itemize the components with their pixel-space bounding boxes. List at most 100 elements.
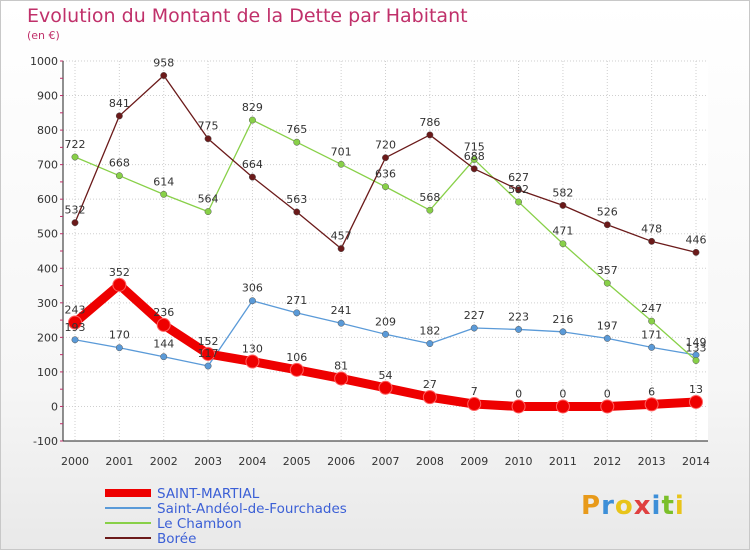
data-point bbox=[71, 336, 79, 344]
legend-label: Le Chambon bbox=[157, 516, 242, 532]
data-label: 216 bbox=[552, 313, 573, 326]
data-point bbox=[334, 371, 349, 386]
data-label: 241 bbox=[331, 304, 352, 317]
data-label: 829 bbox=[242, 101, 263, 114]
x-tick-label: 2007 bbox=[372, 455, 400, 468]
data-label: 0 bbox=[559, 387, 566, 400]
data-point bbox=[160, 190, 168, 198]
data-label: 568 bbox=[419, 191, 440, 204]
proxiti-logo: Proxiti bbox=[581, 491, 685, 521]
data-label: 958 bbox=[153, 57, 174, 70]
data-label: 471 bbox=[552, 225, 573, 238]
data-point bbox=[293, 309, 301, 317]
data-point bbox=[248, 173, 256, 181]
data-point bbox=[692, 357, 700, 364]
x-tick-label: 2005 bbox=[283, 455, 311, 468]
data-point bbox=[248, 116, 256, 124]
data-label: 636 bbox=[375, 168, 396, 181]
x-tick-label: 2002 bbox=[150, 455, 178, 468]
y-tick-label: 200 bbox=[37, 331, 58, 344]
data-point bbox=[692, 248, 700, 256]
data-point bbox=[422, 390, 437, 405]
legend-label: Borée bbox=[157, 531, 196, 547]
data-point bbox=[293, 208, 301, 216]
data-label: 271 bbox=[286, 294, 307, 307]
data-label: 13 bbox=[689, 383, 703, 396]
data-label: 563 bbox=[286, 193, 307, 206]
data-point bbox=[603, 279, 611, 287]
y-tick-label: 800 bbox=[37, 124, 58, 137]
data-label: 27 bbox=[423, 378, 437, 391]
data-label: 765 bbox=[286, 123, 307, 136]
data-point bbox=[201, 346, 216, 361]
data-label: 130 bbox=[242, 343, 263, 356]
data-label: 7 bbox=[471, 385, 478, 398]
data-label: 478 bbox=[641, 222, 662, 235]
data-label: 0 bbox=[604, 387, 611, 400]
data-point bbox=[603, 334, 611, 342]
data-point bbox=[115, 344, 123, 352]
x-tick-label: 2006 bbox=[327, 455, 355, 468]
y-tick-label: 700 bbox=[37, 159, 58, 172]
y-tick-label: 600 bbox=[37, 193, 58, 206]
data-label: 701 bbox=[331, 145, 352, 158]
data-point bbox=[68, 315, 82, 330]
y-tick-label: 500 bbox=[37, 228, 58, 241]
data-point bbox=[426, 206, 434, 214]
data-label: 446 bbox=[686, 233, 707, 246]
data-label: 117 bbox=[198, 347, 219, 360]
data-point bbox=[470, 165, 478, 173]
data-label: 209 bbox=[375, 315, 396, 328]
y-tick-label: 900 bbox=[37, 90, 58, 103]
data-point bbox=[112, 277, 127, 292]
data-label: 564 bbox=[198, 193, 219, 206]
data-point bbox=[245, 354, 260, 369]
data-point bbox=[648, 237, 656, 245]
data-point bbox=[644, 397, 659, 412]
data-point bbox=[337, 245, 345, 253]
data-label: 532 bbox=[65, 204, 86, 217]
x-tick-label: 2000 bbox=[61, 455, 89, 468]
data-label: 306 bbox=[242, 282, 263, 295]
data-label: 197 bbox=[597, 319, 618, 332]
data-point bbox=[648, 317, 656, 325]
data-label: 81 bbox=[334, 359, 348, 372]
data-label: 715 bbox=[464, 140, 485, 153]
x-tick-label: 2012 bbox=[593, 455, 621, 468]
data-point bbox=[555, 399, 570, 414]
data-point bbox=[115, 172, 123, 180]
data-label: 592 bbox=[508, 183, 529, 196]
data-point bbox=[382, 154, 389, 162]
data-point bbox=[293, 138, 301, 146]
data-label: 6 bbox=[648, 385, 655, 398]
x-tick-label: 2004 bbox=[238, 455, 266, 468]
data-label: 152 bbox=[198, 335, 219, 348]
data-label: 614 bbox=[153, 175, 174, 188]
data-label: 243 bbox=[65, 304, 86, 317]
data-label: 352 bbox=[109, 266, 130, 279]
data-label: 786 bbox=[419, 116, 440, 129]
y-tick-label: 300 bbox=[37, 297, 58, 310]
data-point bbox=[559, 201, 567, 209]
data-point bbox=[515, 198, 523, 206]
data-point bbox=[467, 397, 482, 412]
data-point bbox=[337, 160, 345, 168]
data-point bbox=[603, 221, 611, 229]
data-label: 149 bbox=[686, 336, 707, 349]
data-point bbox=[470, 324, 478, 332]
x-tick-label: 2003 bbox=[194, 455, 222, 468]
data-label: 182 bbox=[419, 325, 440, 338]
data-point bbox=[204, 362, 212, 370]
data-label: 133 bbox=[686, 342, 707, 355]
data-point bbox=[559, 240, 567, 248]
data-point bbox=[382, 330, 389, 338]
data-point bbox=[115, 112, 123, 120]
data-point bbox=[470, 156, 478, 163]
data-label: 841 bbox=[109, 97, 130, 110]
data-label: 457 bbox=[331, 230, 352, 243]
x-tick-label: 2008 bbox=[416, 455, 444, 468]
chart-title: Evolution du Montant de la Dette par Hab… bbox=[27, 5, 468, 27]
data-point bbox=[160, 72, 168, 79]
